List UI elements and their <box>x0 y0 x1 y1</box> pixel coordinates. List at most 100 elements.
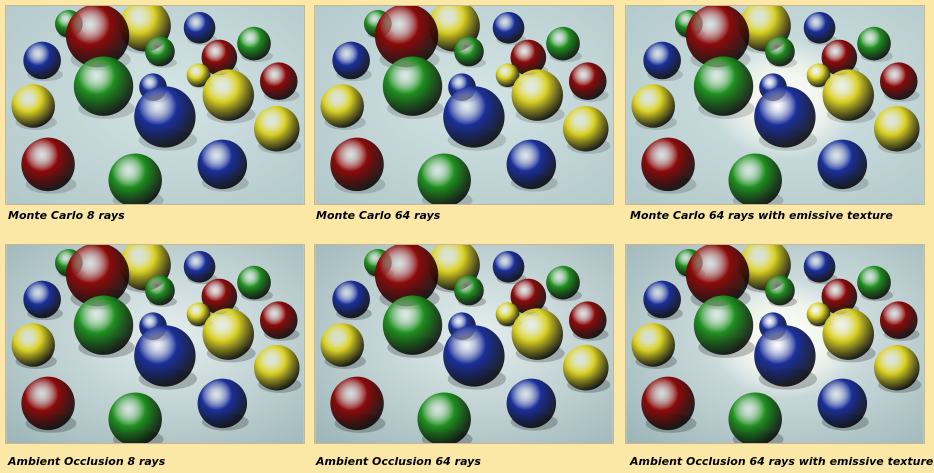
sphere-green <box>546 265 580 300</box>
sphere-green <box>145 275 175 306</box>
sphere-red <box>568 62 607 101</box>
sphere-red <box>201 39 238 76</box>
sphere-yellow <box>186 302 211 327</box>
sphere-yellow <box>495 63 520 88</box>
sphere-yellow <box>202 308 254 360</box>
sphere-green <box>546 26 580 61</box>
sphere-red <box>259 301 298 340</box>
sphere-yellow <box>822 69 874 121</box>
sphere-blue <box>134 325 196 387</box>
sphere-red <box>65 6 130 68</box>
sphere-yellow <box>874 344 920 391</box>
sphere-yellow <box>11 323 56 367</box>
sphere-blue <box>643 41 681 80</box>
sphere-green <box>765 36 795 67</box>
sphere-yellow <box>186 63 211 88</box>
sphere-yellow <box>320 84 365 128</box>
sphere-blue <box>197 378 248 429</box>
sphere-green <box>237 265 271 300</box>
sphere-yellow <box>563 344 609 391</box>
caption-monte-carlo-64: Monte Carlo 64 rays <box>316 209 441 222</box>
sphere-red <box>374 6 439 68</box>
sphere-red <box>821 39 858 76</box>
sphere-green <box>382 56 443 116</box>
sphere-green <box>417 153 471 204</box>
sphere-yellow <box>254 344 300 391</box>
sphere-red <box>510 278 547 315</box>
sphere-red <box>879 301 918 340</box>
sphere-green <box>73 295 134 355</box>
sphere-red <box>201 278 238 315</box>
sphere-green <box>73 56 134 116</box>
sphere-green <box>417 392 471 443</box>
sphere-blue <box>183 250 216 283</box>
sphere-yellow <box>631 84 676 128</box>
sphere-blue <box>643 280 681 319</box>
sphere-red <box>641 376 695 431</box>
render-image <box>626 245 924 443</box>
sphere-yellow <box>631 323 676 367</box>
sphere-red <box>259 62 298 101</box>
sphere-yellow <box>495 302 520 327</box>
sphere-blue <box>23 280 61 319</box>
render-panel-ambient-occlusion-64 <box>314 244 614 444</box>
sphere-green <box>728 392 782 443</box>
sphere-blue <box>803 250 836 283</box>
sphere-green <box>765 275 795 306</box>
sphere-blue <box>23 41 61 80</box>
sphere-blue <box>803 11 836 44</box>
sphere-red <box>65 245 130 307</box>
sphere-blue <box>332 41 370 80</box>
sphere-red <box>879 62 918 101</box>
sphere-blue <box>817 378 868 429</box>
sphere-red <box>685 6 750 68</box>
caption-ambient-occlusion-64: Ambient Occlusion 64 rays <box>316 455 481 468</box>
sphere-red <box>330 376 384 431</box>
render-panel-monte-carlo-64-emissive <box>625 5 925 205</box>
sphere-yellow <box>11 84 56 128</box>
sphere-blue <box>183 11 216 44</box>
sphere-red <box>821 278 858 315</box>
sphere-yellow <box>511 308 563 360</box>
sphere-green <box>693 56 754 116</box>
sphere-green <box>454 36 484 67</box>
render-image <box>6 245 304 443</box>
sphere-green <box>382 295 443 355</box>
caption-monte-carlo-64-emissive: Monte Carlo 64 rays with emissive textur… <box>630 209 893 222</box>
sphere-red <box>21 376 75 431</box>
sphere-green <box>108 392 162 443</box>
sphere-yellow <box>806 63 831 88</box>
render-image <box>315 6 613 204</box>
sphere-blue <box>332 280 370 319</box>
sphere-red <box>21 137 75 192</box>
sphere-yellow <box>254 105 300 152</box>
sphere-yellow <box>806 302 831 327</box>
render-panel-ambient-occlusion-8 <box>5 244 305 444</box>
sphere-blue <box>134 86 196 148</box>
caption-ambient-occlusion-8: Ambient Occlusion 8 rays <box>8 455 166 468</box>
sphere-green <box>454 275 484 306</box>
sphere-blue <box>506 378 557 429</box>
sphere-green <box>857 265 891 300</box>
caption-monte-carlo-8: Monte Carlo 8 rays <box>8 209 125 222</box>
sphere-red <box>685 245 750 307</box>
sphere-red <box>510 39 547 76</box>
render-panel-monte-carlo-64 <box>314 5 614 205</box>
sphere-green <box>857 26 891 61</box>
sphere-green <box>145 36 175 67</box>
sphere-blue <box>492 250 525 283</box>
caption-ambient-occlusion-64-emissive: Ambient Occlusion 64 rays with emissive … <box>630 455 934 468</box>
sphere-red <box>374 245 439 307</box>
sphere-blue <box>443 325 505 387</box>
sphere-blue <box>492 11 525 44</box>
sphere-green <box>693 295 754 355</box>
sphere-blue <box>754 325 816 387</box>
sphere-yellow <box>511 69 563 121</box>
sphere-blue <box>754 86 816 148</box>
render-image <box>626 6 924 204</box>
sphere-red <box>641 137 695 192</box>
sphere-red <box>330 137 384 192</box>
sphere-yellow <box>202 69 254 121</box>
sphere-green <box>728 153 782 204</box>
sphere-green <box>108 153 162 204</box>
